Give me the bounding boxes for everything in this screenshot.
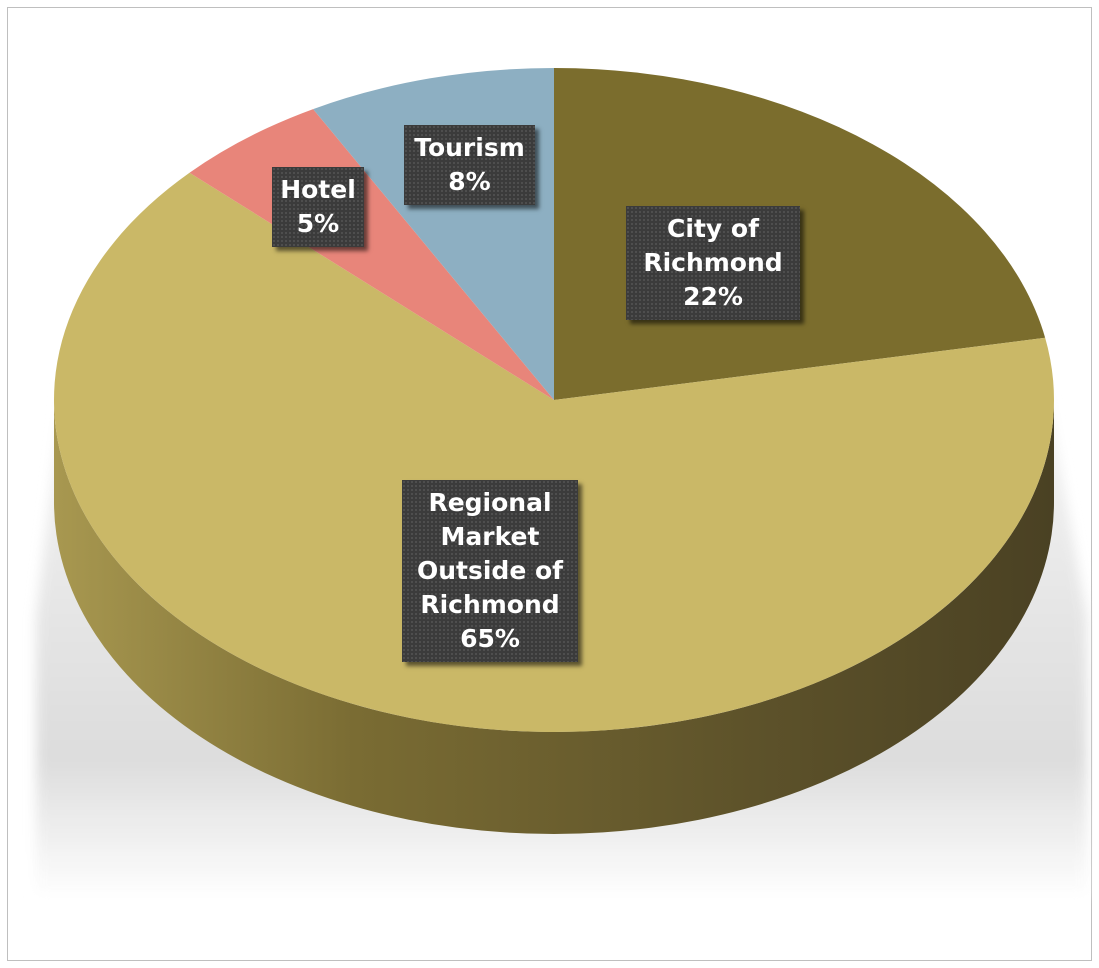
pie-slice-regional-market-outside-of-richmond xyxy=(53,172,1054,732)
data-label-line: Outside of xyxy=(416,556,564,585)
data-label-line: 65% xyxy=(460,624,520,653)
data-label-line: Regional xyxy=(428,488,552,517)
data-label-line: Market xyxy=(440,522,540,551)
data-label-line: Tourism xyxy=(414,133,525,162)
data-label-line: 8% xyxy=(448,167,491,196)
data-label-tourism: Tourism 8% xyxy=(404,125,535,205)
data-label-line: City of xyxy=(667,214,759,243)
chart-frame: City of Richmond 22% Regional Market Outside … xyxy=(7,7,1092,961)
data-label-city-of-richmond: City of Richmond 22% xyxy=(626,206,800,320)
data-label-line: 22% xyxy=(683,282,743,311)
data-label-hotel: Hotel 5% xyxy=(272,167,364,247)
data-label-line: Richmond xyxy=(420,590,560,619)
data-label-line: Hotel xyxy=(280,175,356,204)
data-label-regional-market-outside-of-richmond: Regional Market Outside of Richmond 65% xyxy=(402,480,578,662)
data-label-line: Richmond xyxy=(643,248,783,277)
pie-side-wall xyxy=(54,400,1054,834)
data-label-line: 5% xyxy=(296,209,340,238)
